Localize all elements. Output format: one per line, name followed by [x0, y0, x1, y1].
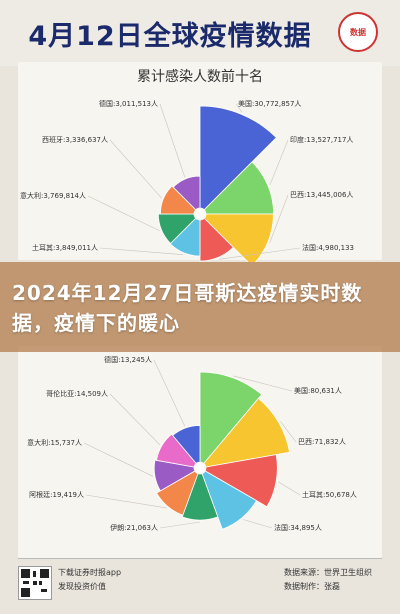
footer-download-text: 下载证券时报app [58, 568, 122, 577]
data-label-3: 法国:4,980,133 [302, 243, 354, 252]
footer-editor: 数据制作：张磊 [284, 581, 340, 592]
rose-slice-4 [169, 217, 201, 257]
rose-slice-0 [199, 371, 263, 464]
data-label-0: 美国:30,772,857人 [238, 99, 301, 108]
footer-source: 数据来源：世界卫生组织 [284, 567, 372, 578]
rose-slice-8 [172, 425, 201, 464]
rose-slice-6 [160, 185, 197, 215]
footer-divider [18, 558, 382, 559]
data-label-6: 西班牙:3,336,637人 [42, 135, 108, 144]
leader-line-2 [269, 194, 289, 243]
data-label-3: 法国:34,895人 [274, 523, 322, 532]
page-title: 4月12日全球疫情数据 [28, 21, 312, 52]
leader-line-7 [109, 393, 161, 446]
rose-center-hole [195, 463, 205, 473]
leader-line-7 [159, 103, 186, 178]
headline-text: 2024年12月27日哥斯达疫情实时数据，疫情下的暖心 [12, 281, 363, 335]
rose-slice-2 [204, 454, 278, 508]
leader-line-6 [109, 139, 162, 199]
rose-slice-6 [153, 459, 196, 492]
leader-line-0 [235, 103, 243, 113]
data-label-5: 阿根廷:19,419人 [29, 490, 84, 499]
data-label-4: 伊朗:21,063人 [110, 523, 158, 532]
leader-line-3 [218, 247, 301, 260]
leader-line-4 [99, 247, 184, 256]
leader-line-1 [280, 421, 297, 443]
rose-center-hole [195, 209, 205, 219]
data-label-6: 意大利:15,737人 [27, 438, 82, 447]
qr-code-icon [18, 566, 52, 600]
rose-slice-4 [181, 473, 219, 521]
rose-slice-5 [157, 213, 197, 245]
headline-banner: 2024年12月27日哥斯达疫情实时数据，疫情下的暖心 [0, 262, 400, 352]
rose-slice-1 [203, 161, 275, 215]
data-label-2: 土耳其:50,678人 [302, 490, 357, 499]
rose-slice-3 [199, 217, 234, 262]
footer-slogan-text: 发现投资价值 [58, 582, 106, 591]
data-label-8: 德国:13,245人 [104, 355, 152, 364]
leader-line-6 [83, 442, 154, 477]
rose-slices [157, 105, 277, 262]
rose-slice-7 [156, 433, 197, 468]
leader-line-5 [85, 494, 167, 509]
header: 4月12日全球疫情数据 数据 [0, 0, 400, 66]
leader-line-8 [153, 359, 186, 427]
editor-value: 张磊 [324, 582, 340, 591]
source-prefix: 数据来源： [284, 568, 324, 577]
editor-prefix: 数据制作： [284, 582, 324, 591]
leader-line-0 [233, 375, 293, 392]
leader-line-4 [159, 521, 201, 529]
rose-slice-7 [172, 175, 201, 211]
leader-line-1 [269, 139, 289, 186]
rose-slice-2 [203, 213, 274, 262]
rose-chart-total-cases: 美国:30,772,857人印度:13,527,717人巴西:13,445,00… [20, 99, 354, 262]
data-label-5: 意大利:3,769,814人 [20, 191, 86, 200]
rose-slice-3 [201, 470, 258, 530]
rose-chart-new-cases: 美国:80,631人巴西:71,832人土耳其:50,678人法国:34,895… [27, 355, 357, 532]
leader-line-3 [243, 519, 273, 529]
chart-title: 累计感染人数前十名 [137, 69, 263, 85]
rose-slice-5 [156, 470, 199, 516]
source-value: 世界卫生组织 [324, 568, 372, 577]
logo: 数据 [338, 12, 378, 52]
data-label-1: 巴西:71,832人 [298, 438, 346, 446]
leader-line-5 [87, 195, 160, 231]
data-label-4: 土耳其:3,849,011人 [32, 243, 98, 252]
data-label-7: 哥伦比亚:14,509人 [46, 389, 108, 398]
data-label-2: 巴西:13,445,006人 [290, 191, 353, 199]
rose-slices [153, 371, 291, 530]
data-label-0: 美国:80,631人 [294, 386, 342, 395]
data-label-7: 德国:3,011,513人 [99, 99, 158, 108]
logo-text: 数据 [350, 28, 366, 37]
footer: 下载证券时报app 发现投资价值 数据来源：世界卫生组织 数据制作：张磊 [0, 558, 400, 614]
rose-slice-0 [199, 105, 277, 211]
leader-line-2 [277, 481, 301, 496]
rose-slice-1 [203, 397, 291, 468]
data-label-1: 印度:13,527,717人 [290, 135, 353, 144]
